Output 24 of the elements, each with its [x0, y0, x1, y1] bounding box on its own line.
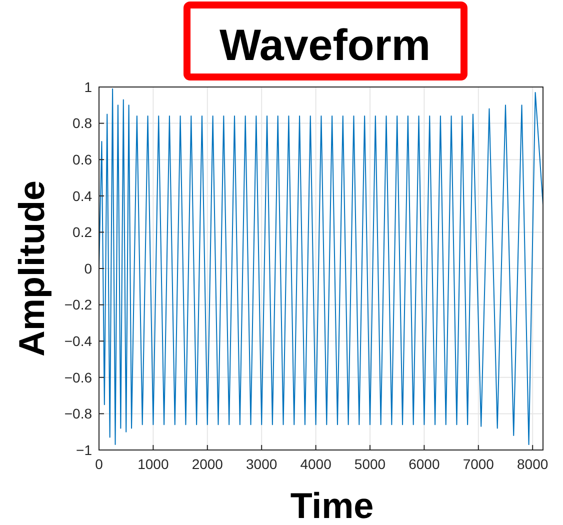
- y-tick-label: 0.2: [72, 224, 92, 240]
- x-tick-label: 0: [95, 456, 104, 472]
- y-tick-label: −0.4: [64, 333, 92, 349]
- x-tick-label: 5000: [354, 456, 386, 472]
- y-tick-label: −1: [76, 442, 92, 458]
- y-tick-label: 0.4: [72, 188, 92, 204]
- y-tick-label: 0.8: [72, 115, 92, 132]
- chart-title: Waveform: [219, 21, 431, 70]
- y-tick-label: 0.6: [72, 152, 92, 168]
- x-tick-label: 1000: [138, 456, 169, 472]
- x-tick-label: 4000: [300, 456, 332, 472]
- x-tick-label: 8000: [517, 456, 548, 472]
- y-tick-label: −0.2: [64, 296, 92, 313]
- x-tick-label: 2000: [192, 456, 224, 472]
- y-tick-label: 1: [84, 78, 92, 95]
- x-tick-label: 7000: [462, 456, 494, 472]
- line-series: [99, 88, 543, 446]
- y-tick-label: −0.8: [64, 406, 92, 422]
- x-axis-title: Time: [290, 485, 374, 525]
- x-tick-label: 3000: [246, 456, 278, 472]
- y-tick-label: 0: [84, 260, 92, 276]
- y-axis-title: Amplitude: [11, 180, 52, 356]
- x-tick-label: 6000: [408, 456, 440, 472]
- y-tick-label: −0.6: [64, 369, 92, 386]
